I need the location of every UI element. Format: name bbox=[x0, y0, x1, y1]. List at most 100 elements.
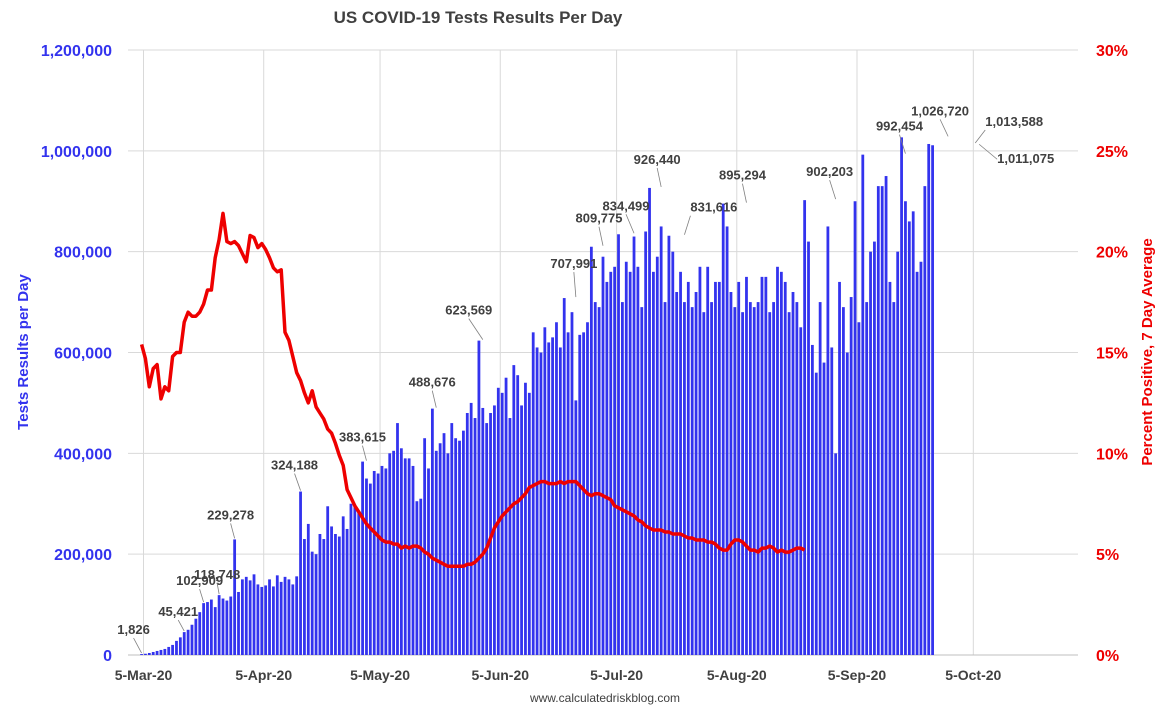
bar bbox=[884, 176, 888, 655]
bar bbox=[686, 281, 690, 655]
bar bbox=[853, 201, 857, 655]
bar bbox=[171, 644, 174, 655]
bar bbox=[186, 629, 190, 655]
y-tick-label: 1,000,000 bbox=[41, 144, 112, 161]
bar bbox=[834, 453, 838, 655]
y-tick-label: 600,000 bbox=[54, 346, 112, 363]
bar bbox=[299, 491, 302, 655]
bar bbox=[900, 137, 903, 655]
annotation-leader bbox=[199, 588, 204, 603]
annotation-leader bbox=[742, 183, 747, 203]
bar bbox=[415, 501, 419, 655]
bar bbox=[904, 201, 907, 655]
bar bbox=[147, 652, 151, 655]
bar bbox=[155, 650, 159, 655]
annotation-label: 902,203 bbox=[806, 164, 853, 179]
bar bbox=[275, 575, 279, 655]
bar bbox=[609, 271, 613, 655]
bar bbox=[741, 312, 744, 655]
bar bbox=[717, 281, 721, 655]
annotation-label: 1,026,720 bbox=[911, 103, 969, 118]
x-tick-label: 5-May-20 bbox=[350, 667, 410, 683]
bar bbox=[632, 236, 636, 655]
bar bbox=[392, 450, 396, 655]
bar bbox=[357, 511, 361, 655]
y-tick-label: 800,000 bbox=[54, 245, 112, 262]
bar bbox=[334, 534, 337, 655]
y-tick-label: 400,000 bbox=[54, 446, 112, 463]
bar bbox=[399, 448, 403, 655]
y2-tick-label: 30% bbox=[1096, 43, 1128, 60]
bar bbox=[539, 352, 543, 655]
bar bbox=[690, 307, 694, 655]
bar bbox=[849, 297, 853, 655]
bar bbox=[814, 372, 818, 655]
bar bbox=[229, 596, 233, 655]
annotation-label: 324,188 bbox=[271, 458, 318, 473]
bar bbox=[876, 186, 880, 655]
bar bbox=[698, 266, 702, 655]
bar bbox=[303, 539, 306, 655]
annotation-leader bbox=[468, 318, 484, 340]
bar bbox=[795, 302, 799, 655]
bar bbox=[283, 576, 287, 655]
bar bbox=[159, 649, 163, 655]
bar bbox=[524, 382, 527, 655]
bar bbox=[368, 483, 372, 655]
bar bbox=[527, 392, 531, 655]
bar bbox=[516, 375, 520, 655]
source-credit: www.calculatedriskblog.com bbox=[529, 691, 680, 705]
bar bbox=[260, 586, 264, 655]
annotation-label: 45,421 bbox=[158, 604, 198, 619]
bar bbox=[244, 576, 248, 655]
bar bbox=[322, 539, 326, 655]
bar bbox=[388, 453, 392, 655]
percent-positive-line bbox=[139, 211, 806, 569]
bar bbox=[636, 266, 640, 655]
bar bbox=[628, 271, 632, 655]
annotation-leader bbox=[598, 226, 604, 246]
bar bbox=[799, 327, 803, 655]
bar bbox=[337, 536, 341, 655]
y-tick-label: 1,200,000 bbox=[41, 43, 112, 60]
bar bbox=[818, 302, 822, 655]
bar bbox=[213, 607, 217, 655]
bar bbox=[842, 307, 845, 655]
bar bbox=[198, 612, 202, 655]
bar bbox=[919, 261, 923, 655]
bar bbox=[206, 602, 209, 655]
bar bbox=[446, 453, 450, 655]
bar bbox=[652, 271, 655, 655]
bar bbox=[151, 651, 155, 655]
annotation-leader bbox=[294, 473, 301, 491]
bar bbox=[555, 322, 558, 655]
x-tick-label: 5-Mar-20 bbox=[115, 667, 173, 683]
annotation-leader bbox=[625, 214, 635, 234]
bar bbox=[810, 344, 814, 655]
bar bbox=[714, 281, 717, 655]
bar bbox=[485, 423, 489, 655]
bar bbox=[380, 465, 384, 655]
annotation-label: 1,013,588 bbox=[985, 114, 1043, 129]
bar bbox=[768, 312, 772, 655]
bar bbox=[465, 413, 469, 655]
bar bbox=[551, 337, 554, 655]
bar bbox=[644, 231, 648, 655]
bar bbox=[671, 251, 675, 655]
bar bbox=[353, 506, 357, 655]
bar bbox=[865, 302, 869, 655]
bar bbox=[702, 312, 706, 655]
annotation-leader bbox=[829, 180, 837, 200]
bar bbox=[202, 603, 206, 655]
bar bbox=[927, 143, 931, 655]
bar bbox=[752, 307, 756, 655]
bar bbox=[175, 640, 178, 655]
bar bbox=[349, 503, 353, 655]
bar bbox=[756, 302, 760, 655]
bar bbox=[365, 478, 368, 655]
y2-tick-label: 10% bbox=[1096, 446, 1128, 463]
bar bbox=[706, 266, 710, 655]
bar bbox=[586, 322, 589, 655]
bar bbox=[423, 438, 427, 655]
test-bars bbox=[140, 137, 934, 656]
